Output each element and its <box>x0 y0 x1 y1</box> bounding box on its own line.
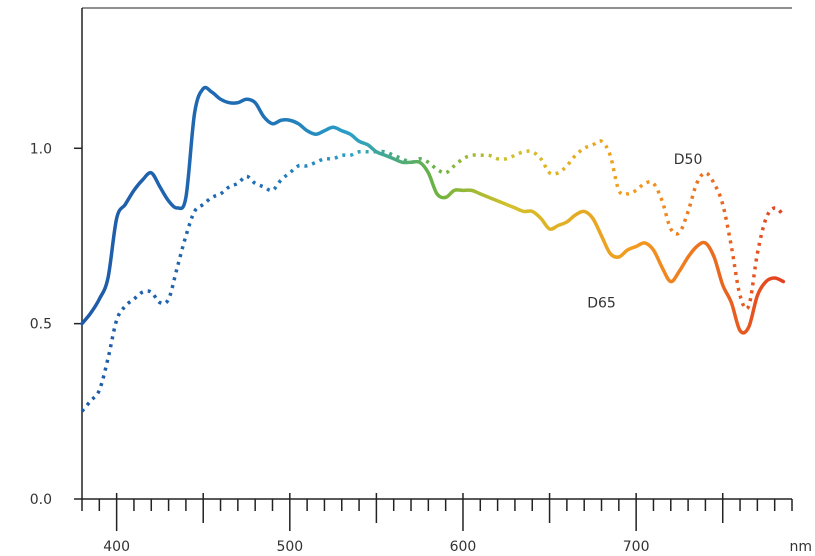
series-label-d65: D65 <box>587 296 616 312</box>
series-label-d50: D50 <box>674 152 703 168</box>
x-tick-label: 700 <box>623 539 650 555</box>
x-axis-ticks: 400 500 600 700 <box>81 493 793 555</box>
series-line-d50 <box>80 139 785 413</box>
series-labels: D65 D50 <box>587 152 702 312</box>
x-tick-label: 400 <box>103 539 130 555</box>
x-tick-label: 600 <box>450 539 477 555</box>
y-tick-label: 0.0 <box>30 492 52 508</box>
chart-axes <box>81 7 792 500</box>
x-tick-label: 500 <box>276 539 303 555</box>
y-tick-label: 1.0 <box>30 141 52 157</box>
series-line-d65 <box>80 85 786 335</box>
x-axis-unit-label: nm <box>789 539 812 555</box>
y-axis-ticks: 0.0 0.5 1.0 <box>30 141 82 508</box>
y-tick-label: 0.5 <box>30 317 52 333</box>
chart-series <box>80 85 786 413</box>
